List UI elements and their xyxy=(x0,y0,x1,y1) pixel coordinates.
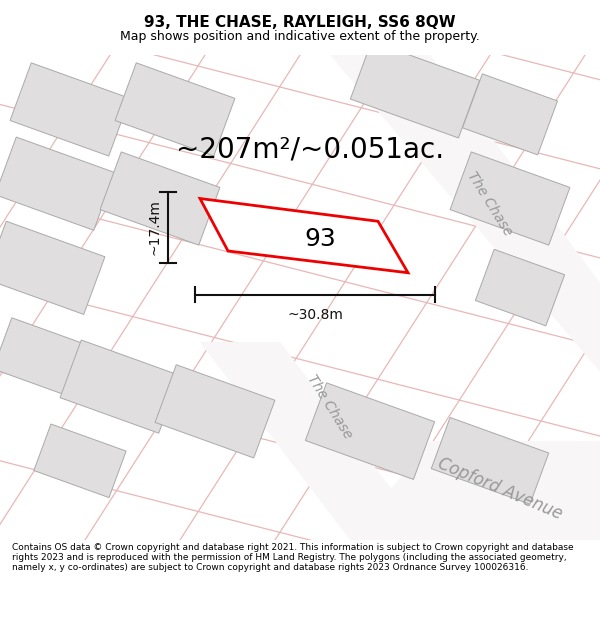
Polygon shape xyxy=(350,441,600,540)
Polygon shape xyxy=(463,74,557,155)
Text: The Chase: The Chase xyxy=(465,169,515,238)
Text: Contains OS data © Crown copyright and database right 2021. This information is : Contains OS data © Crown copyright and d… xyxy=(12,542,574,572)
Polygon shape xyxy=(155,365,275,458)
Polygon shape xyxy=(200,199,408,272)
Polygon shape xyxy=(0,137,115,230)
Polygon shape xyxy=(60,340,180,433)
Text: The Chase: The Chase xyxy=(305,372,355,441)
Polygon shape xyxy=(0,318,87,396)
Polygon shape xyxy=(305,383,434,479)
Text: 93, THE CHASE, RAYLEIGH, SS6 8QW: 93, THE CHASE, RAYLEIGH, SS6 8QW xyxy=(144,16,456,31)
Polygon shape xyxy=(475,249,565,326)
Polygon shape xyxy=(0,221,105,314)
Polygon shape xyxy=(350,41,479,138)
Text: ~30.8m: ~30.8m xyxy=(287,308,343,322)
Polygon shape xyxy=(431,418,549,504)
Polygon shape xyxy=(200,342,430,540)
Polygon shape xyxy=(450,152,570,245)
Polygon shape xyxy=(330,55,600,372)
Polygon shape xyxy=(10,63,130,156)
Polygon shape xyxy=(115,63,235,156)
Text: Map shows position and indicative extent of the property.: Map shows position and indicative extent… xyxy=(120,30,480,43)
Text: 93: 93 xyxy=(304,227,336,251)
Text: ~207m²/~0.051ac.: ~207m²/~0.051ac. xyxy=(176,135,444,163)
Polygon shape xyxy=(34,424,126,498)
Polygon shape xyxy=(100,152,220,245)
Text: Copford Avenue: Copford Avenue xyxy=(435,454,565,523)
Text: ~17.4m: ~17.4m xyxy=(148,199,162,255)
